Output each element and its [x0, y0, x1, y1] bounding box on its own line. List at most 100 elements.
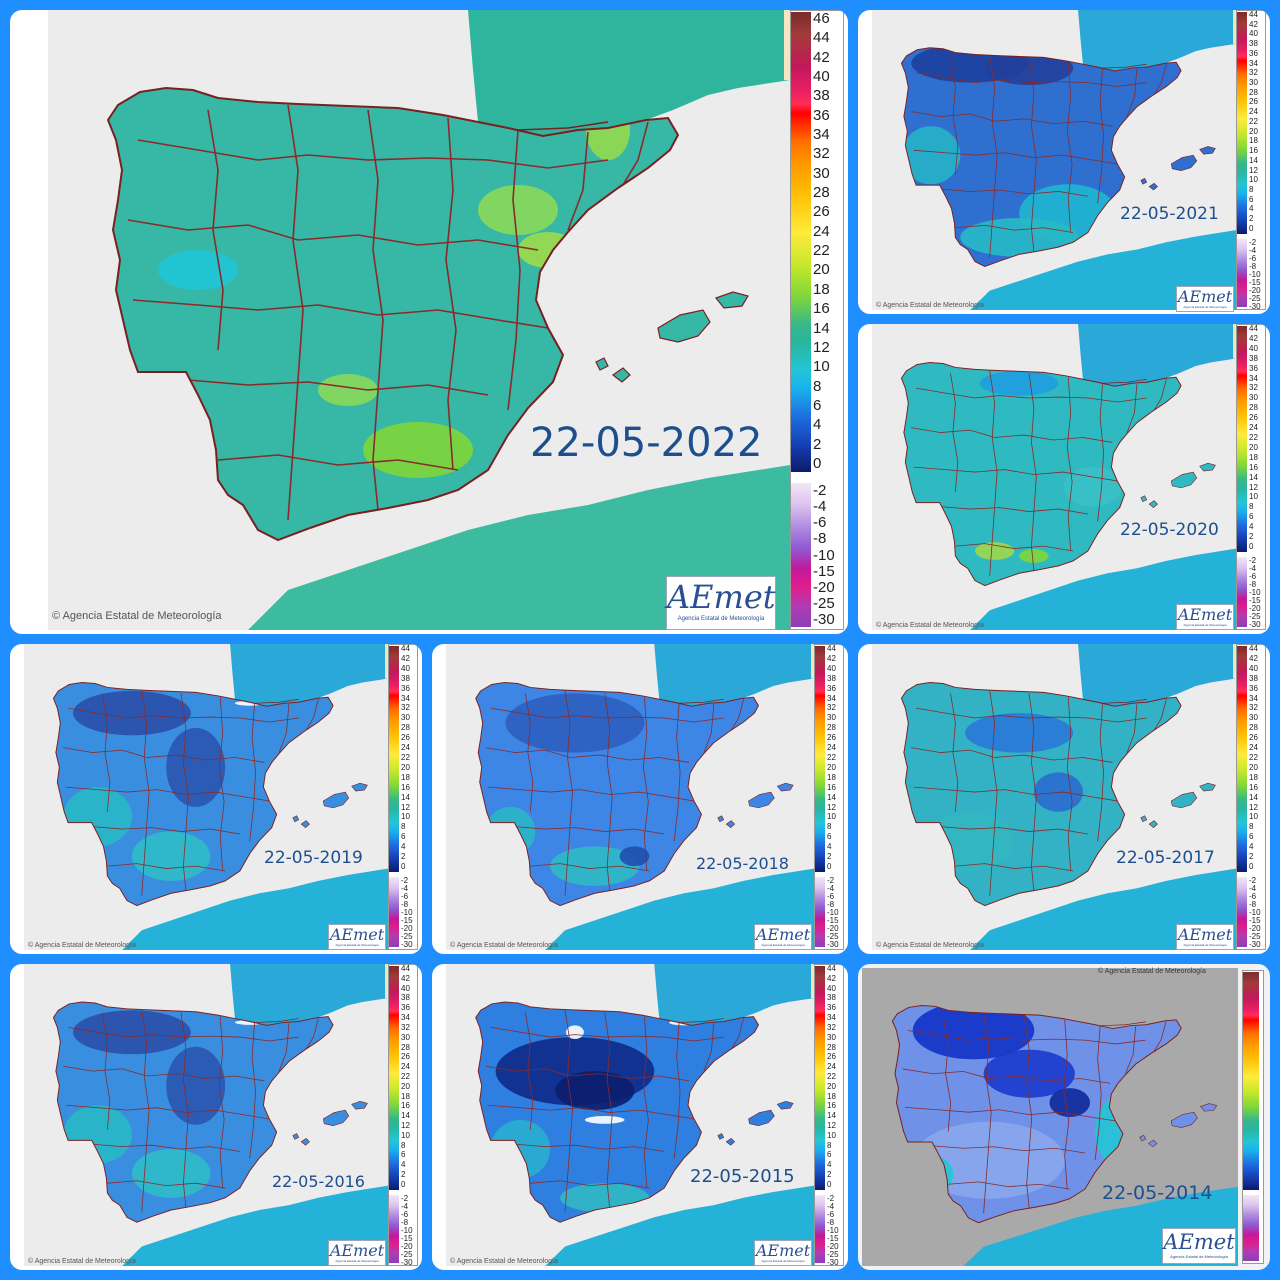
- country-border: [900, 362, 1182, 587]
- france-region: [230, 964, 388, 1026]
- province-border: [1066, 377, 1073, 552]
- scale-label: -30: [1249, 620, 1261, 629]
- province-border: [622, 121, 649, 186]
- land-edge: [811, 964, 814, 999]
- scale-labels: -2 -4 -6 -8 -10 -15 -20 -25 -30: [401, 876, 413, 949]
- balearic-island: [351, 782, 368, 792]
- balearic-island: [1199, 462, 1216, 472]
- aemet-logo: AEmet Agencia Estatal de Meteorología: [1176, 286, 1234, 312]
- pyrenees-border: [1079, 1021, 1146, 1027]
- temperature-map: [872, 644, 1236, 950]
- scale-label: 24: [401, 743, 410, 753]
- aemet-logo: AEmet Agencia Estatal de Meteorología: [754, 1240, 812, 1266]
- land-edge: [1233, 10, 1236, 44]
- scale-label: -15: [401, 916, 413, 925]
- province-border: [180, 1012, 189, 1208]
- map-date-label: 22-05-2020: [1120, 520, 1219, 540]
- province-border: [249, 1022, 256, 1159]
- scale-label: -25: [1249, 932, 1261, 941]
- scale-label: -20: [1249, 604, 1261, 613]
- scale-label: 10: [401, 812, 410, 822]
- scale-label: 12: [401, 1121, 410, 1130]
- province-border: [92, 826, 240, 835]
- scale-label: -20: [813, 578, 835, 596]
- scale-label: -2: [1249, 556, 1257, 565]
- scale-label: 24: [401, 1062, 410, 1072]
- pyrenees-border: [659, 1018, 724, 1023]
- scale-label: -10: [813, 546, 835, 564]
- province-border: [940, 826, 1088, 835]
- province-border: [305, 699, 319, 731]
- map-panel-2020: 22-05-2020 © Agencia Estatal de Meteorol…: [858, 324, 1270, 634]
- land-edge: [385, 644, 388, 679]
- scale-label: -10: [1249, 270, 1261, 279]
- aemet-logo: AEmet Agencia Estatal de Meteorología: [1176, 604, 1234, 630]
- scale-label: -2: [401, 876, 409, 885]
- balearic-island: [1148, 182, 1158, 191]
- country-border: [900, 682, 1182, 907]
- scale-label: 16: [401, 782, 410, 792]
- scale-label: 38: [827, 673, 836, 683]
- province-border: [950, 693, 959, 812]
- scale-label: -6: [813, 514, 827, 532]
- north-africa-region: [122, 1185, 388, 1266]
- scale-label: 38: [401, 993, 410, 1003]
- province-border: [490, 1026, 724, 1042]
- scale-label: -8: [401, 1218, 409, 1227]
- scale-label: 40: [827, 983, 836, 993]
- balearic-island: [1139, 1134, 1147, 1142]
- province-border: [911, 427, 1113, 443]
- province-border: [673, 703, 681, 842]
- pyrenees-border: [234, 698, 299, 704]
- scale-label: 18: [1249, 452, 1258, 462]
- scale-label: -8: [1249, 262, 1257, 271]
- scale-label: 30: [1249, 78, 1258, 88]
- scale-label: 14: [1249, 472, 1258, 482]
- scale-label: 4: [401, 842, 406, 852]
- province-border: [932, 1145, 1086, 1154]
- country-border: [52, 1001, 334, 1223]
- temperature-map: [48, 10, 790, 630]
- north-africa-region: [545, 868, 814, 950]
- province-border: [1097, 68, 1104, 204]
- province-border: [913, 786, 1118, 802]
- province-border: [65, 1104, 270, 1120]
- map-area: [24, 644, 388, 950]
- balearic-island: [1140, 177, 1148, 185]
- map-date-label: 22-05-2015: [690, 1166, 795, 1187]
- country-border: [52, 682, 334, 907]
- scale-label: 10: [827, 1130, 836, 1140]
- north-africa-region: [545, 1185, 814, 1266]
- scale-label: 38: [813, 87, 830, 105]
- scale-labels: 46 44 42 40 38 36 34 32 30 28 26 24 22 20 18 16 14 12 10 8 6…: [813, 11, 830, 471]
- scale-label: 38: [1249, 673, 1258, 683]
- land-edge: [385, 964, 388, 999]
- province-border: [983, 1013, 992, 1214]
- scale-label: 2: [401, 852, 406, 862]
- scale-label: 32: [813, 145, 830, 163]
- balearic-island: [725, 820, 736, 828]
- scale-label: -15: [1249, 916, 1261, 925]
- province-border: [107, 863, 226, 872]
- scale-negative-gradient: [389, 1195, 399, 1263]
- province-border: [916, 387, 1147, 403]
- scale-positive-gradient: [791, 12, 811, 472]
- scale-label: 8: [1249, 184, 1254, 194]
- scale-label: 0: [401, 1179, 406, 1189]
- scale-negative-gradient: [1243, 1195, 1259, 1261]
- province-border: [107, 1180, 226, 1189]
- temperature-area: [505, 693, 645, 753]
- scale-negative-gradient: [1237, 239, 1247, 307]
- scale-label: 10: [401, 1130, 410, 1140]
- temperature-area: [550, 846, 640, 886]
- province-border: [905, 1107, 1116, 1122]
- scale-label: -30: [401, 1258, 413, 1267]
- province-border: [942, 1016, 952, 1132]
- map-panel-2015: 22-05-2015 © Agencia Estatal de Meteorol…: [432, 964, 848, 1270]
- province-border: [141, 1010, 150, 1213]
- balearic-island: [715, 291, 749, 309]
- scale-label: 10: [1249, 492, 1258, 502]
- north-africa-region: [248, 465, 790, 630]
- scale-label: -6: [1249, 892, 1257, 901]
- province-border: [1153, 1021, 1167, 1053]
